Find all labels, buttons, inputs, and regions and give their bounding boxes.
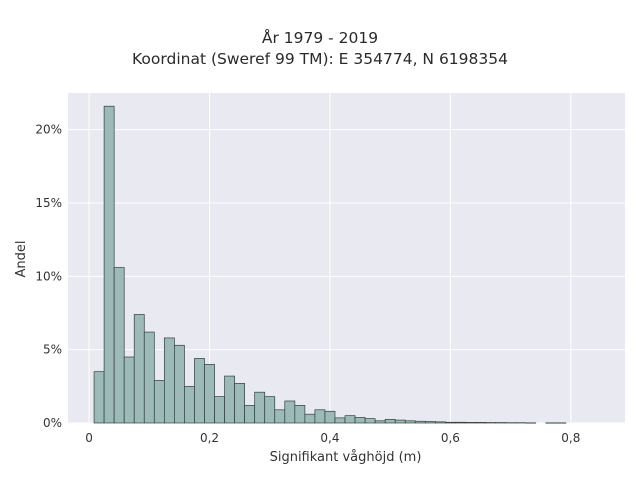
histogram-bar — [424, 421, 436, 424]
chart-subtitle: Koordinat (Sweref 99 TM): E 354774, N 61… — [132, 50, 508, 68]
grid-lines — [68, 93, 625, 424]
histogram-bar — [133, 314, 145, 424]
histogram-bar — [113, 267, 125, 424]
x-tick-label: 0,8 — [561, 431, 580, 445]
histogram-bar — [344, 415, 356, 424]
histogram-bar — [214, 396, 225, 424]
histogram-bar — [264, 396, 276, 424]
y-tick-label: 20% — [35, 123, 62, 137]
x-tick-label: 0,4 — [320, 431, 339, 445]
y-tick-label: 15% — [35, 196, 62, 210]
histogram-bar — [304, 413, 316, 424]
histogram-bar — [184, 385, 195, 424]
histogram-bar — [445, 421, 456, 424]
histogram-bars — [93, 105, 567, 424]
histogram-bar — [414, 420, 426, 424]
histogram-bar — [93, 371, 105, 424]
y-tick-label: 0% — [43, 416, 62, 430]
histogram-bar — [224, 375, 235, 424]
x-tick-label: 0,6 — [441, 431, 460, 445]
histogram-bar — [465, 422, 476, 424]
histogram-bar — [394, 419, 406, 424]
histogram-bar — [163, 337, 175, 424]
histogram-bar — [354, 417, 366, 424]
histogram-bar — [103, 105, 115, 424]
histogram-bar — [324, 410, 336, 424]
histogram-bar — [374, 420, 386, 424]
histogram-bar — [153, 380, 165, 424]
histogram-bar — [204, 363, 215, 424]
histogram-bar — [364, 418, 376, 424]
histogram-bar — [194, 358, 205, 424]
chart-title: År 1979 - 2019 — [261, 29, 379, 47]
y-tick-label: 10% — [35, 269, 62, 283]
histogram-bar — [143, 331, 155, 424]
x-tick-label: 0 — [85, 431, 93, 445]
histogram-bar — [455, 421, 466, 424]
histogram-bar — [174, 344, 185, 424]
histogram-bar — [334, 417, 346, 424]
x-axis-ticks: 0 0,2 0,4 0,6 0,8 — [85, 431, 580, 445]
y-tick-label: 5% — [43, 343, 62, 357]
y-axis-ticks: 0% 5% 10% 15% 20% — [35, 123, 62, 430]
histogram-bar — [123, 356, 135, 424]
plot-area — [68, 93, 625, 423]
histogram-bar — [294, 405, 306, 424]
histogram-bar — [254, 391, 266, 424]
x-tick-label: 0,2 — [200, 431, 219, 445]
y-axis-label: Andel — [14, 241, 29, 278]
histogram-bar — [384, 418, 396, 424]
histogram-bar — [274, 409, 286, 424]
histogram-bar — [314, 409, 326, 424]
histogram-bar — [475, 422, 486, 424]
histogram-bar — [284, 400, 296, 424]
histogram-bar — [234, 383, 245, 424]
histogram-bar — [404, 420, 416, 424]
histogram-bar — [435, 421, 446, 424]
histogram-bar — [244, 405, 256, 424]
x-axis-label: Signifikant våghöjd (m) — [270, 450, 422, 465]
